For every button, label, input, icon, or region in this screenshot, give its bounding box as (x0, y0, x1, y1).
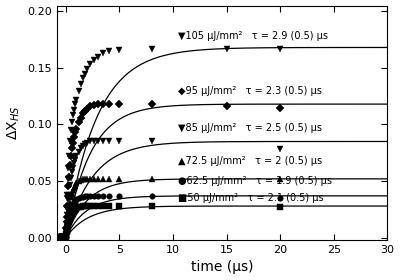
Text: ▼105 μJ/mm²   τ = 2.9 (0.5) μs: ▼105 μJ/mm² τ = 2.9 (0.5) μs (178, 31, 328, 41)
Text: ●62.5 μJ/mm²   τ = 1.9 (0.5) μs: ●62.5 μJ/mm² τ = 1.9 (0.5) μs (178, 176, 332, 186)
Text: ◆95 μJ/mm²   τ = 2.3 (0.5) μs: ◆95 μJ/mm² τ = 2.3 (0.5) μs (178, 85, 322, 95)
Text: ▼85 μJ/mm²   τ = 2.5 (0.5) μs: ▼85 μJ/mm² τ = 2.5 (0.5) μs (178, 123, 322, 133)
Text: ■50 μJ/mm²   τ = 2.1 (0.5) μs: ■50 μJ/mm² τ = 2.1 (0.5) μs (178, 193, 324, 203)
X-axis label: time (μs): time (μs) (191, 260, 254, 274)
Y-axis label: ΔX$_{HS}$: ΔX$_{HS}$ (6, 106, 22, 140)
Text: ▲72.5 μJ/mm²   τ = 2 (0.5) μs: ▲72.5 μJ/mm² τ = 2 (0.5) μs (178, 156, 322, 166)
